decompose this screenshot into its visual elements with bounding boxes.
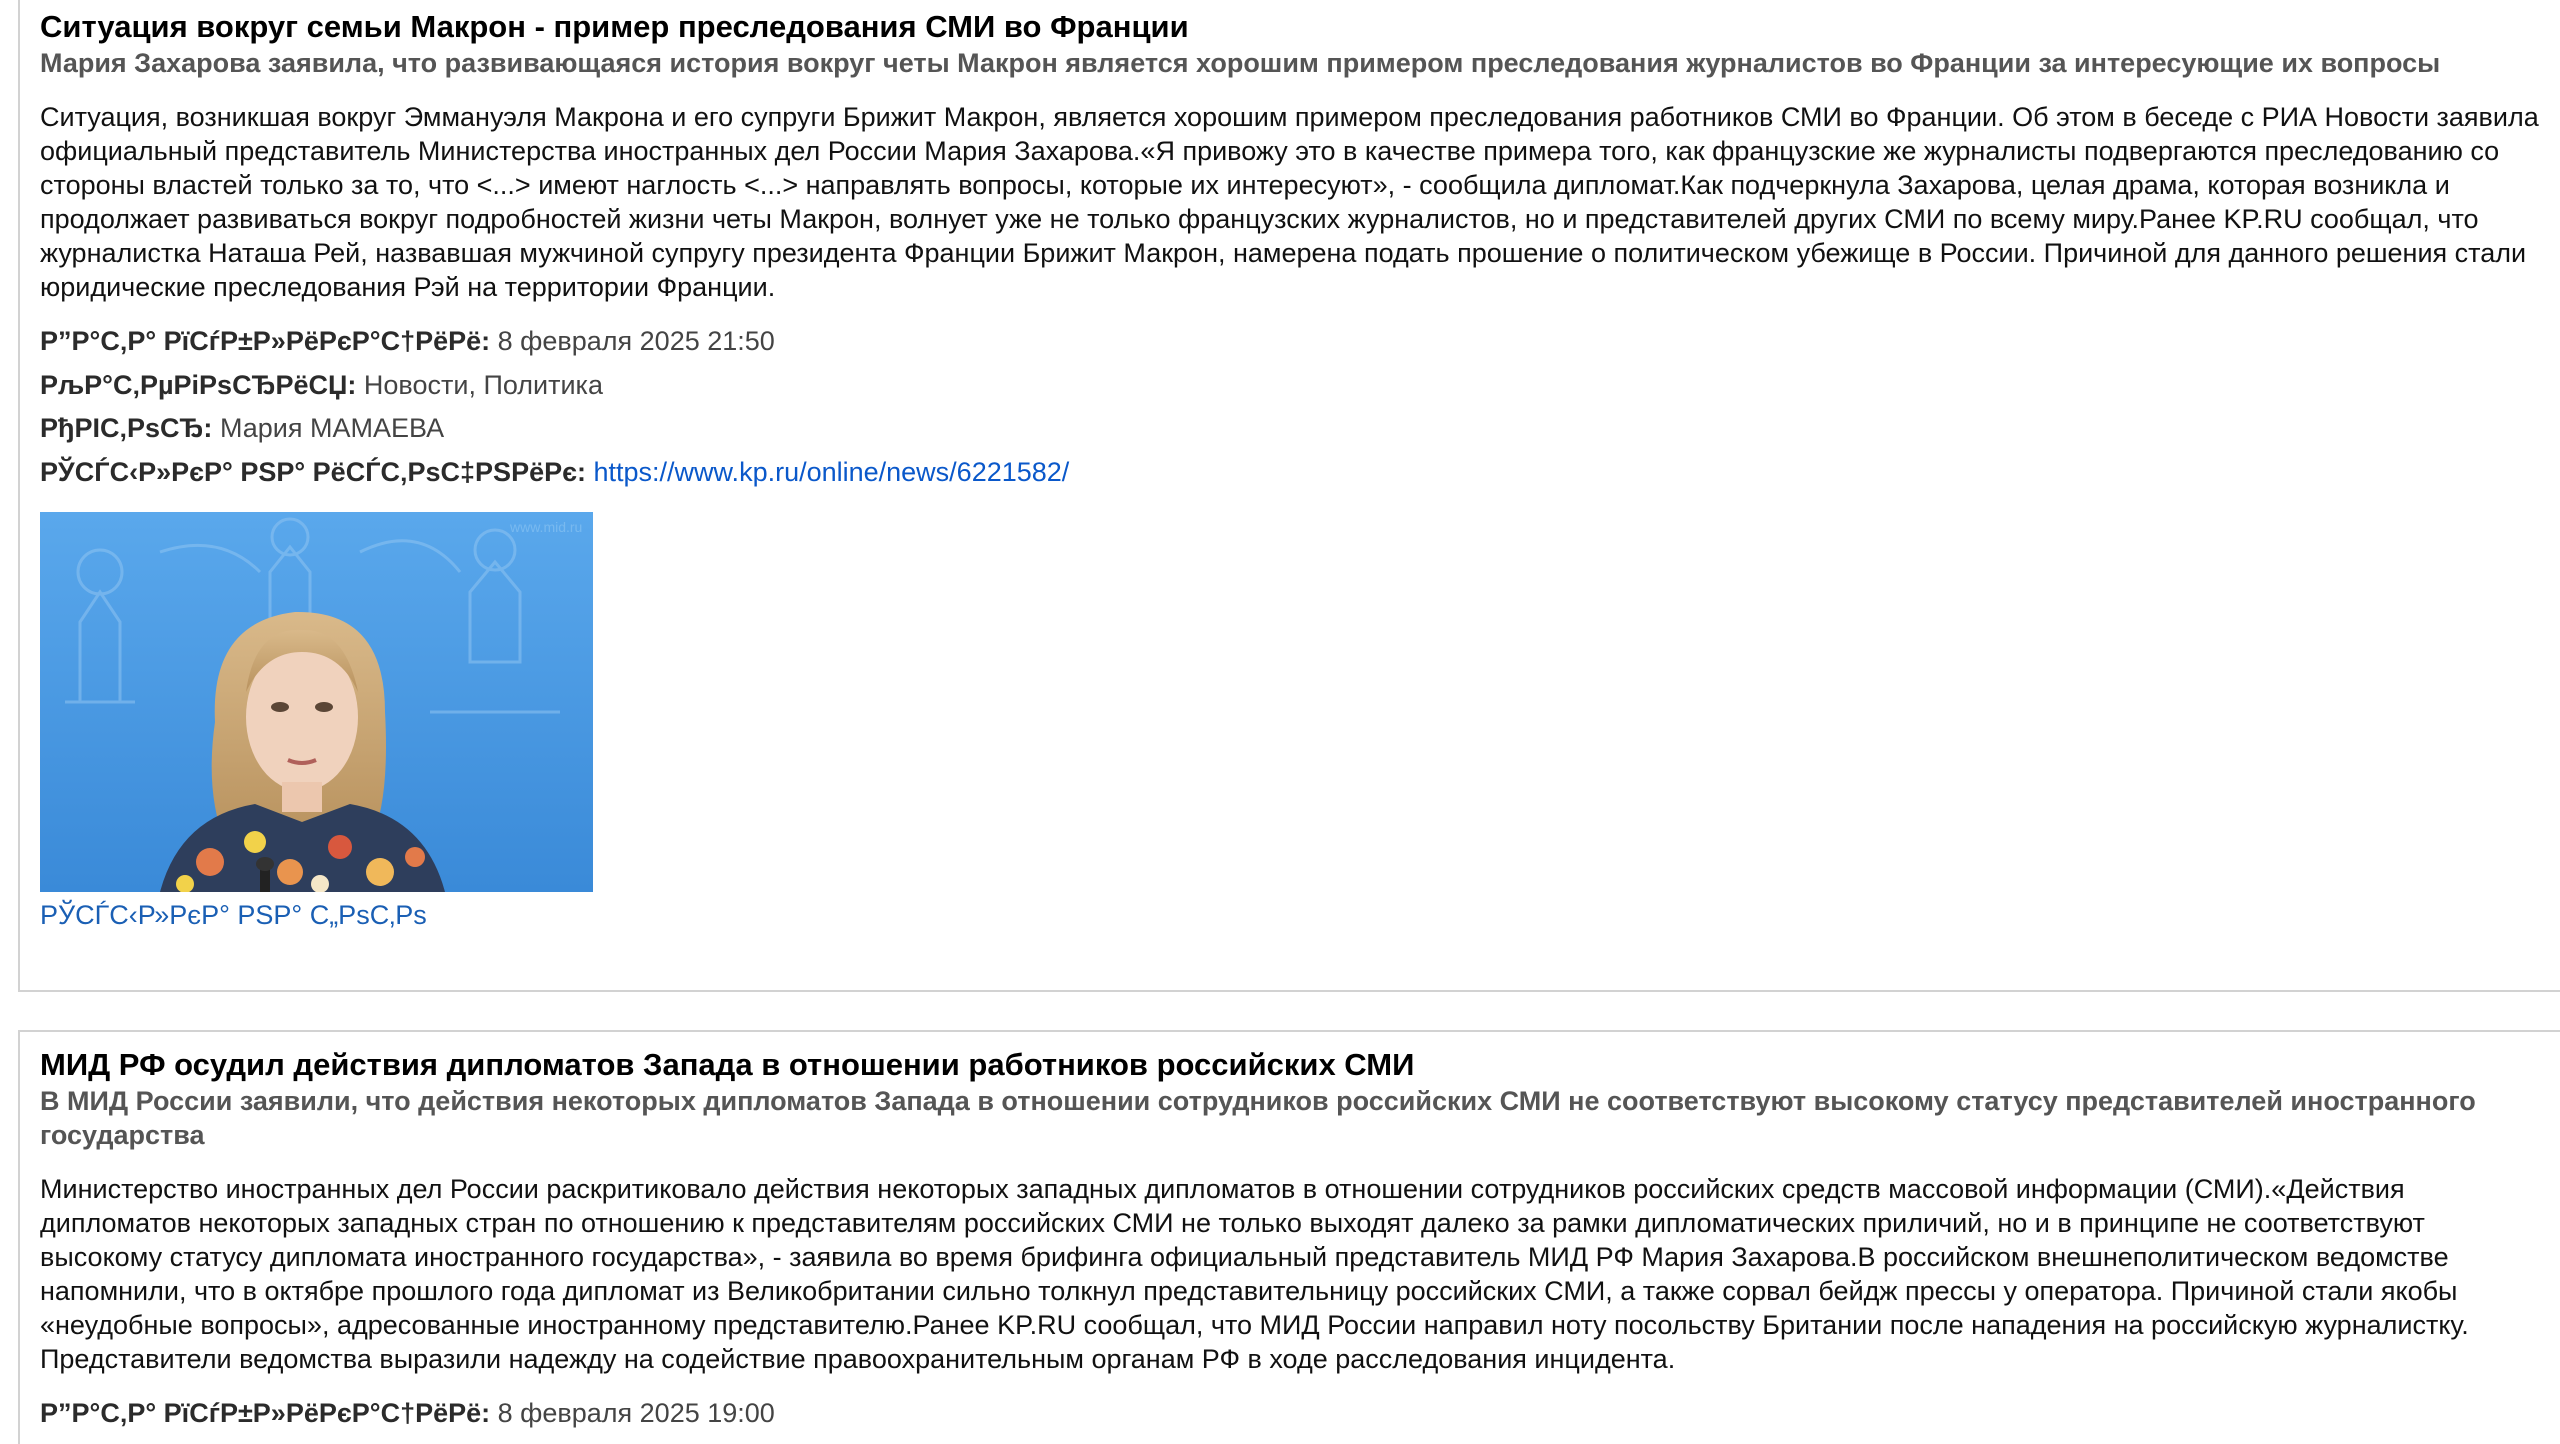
article-meta: Р”Р°С‚Р° РїСѓР±Р»РёРєР°С†РёРё: 8 февраля…: [40, 320, 2560, 494]
photo-illustration: www.mid.ru: [40, 512, 593, 892]
meta-rubric-value: Новости, Политика: [363, 369, 603, 400]
meta-author: РђРІС‚РѕСЂ: Мария МАМАЕВА: [40, 407, 2560, 451]
meta-source: РЎСЃС‹Р»РєР° РЅР° РёСЃС‚РѕС‡РЅРёРє: http…: [40, 451, 2560, 495]
news-article: Ситуация вокруг семьи Макрон - пример пр…: [18, 0, 2560, 992]
meta-rubric: РљР°С‚РµРіРѕСЂРёСЏ: Новости, Политика: [40, 364, 2560, 408]
article-meta: Р”Р°С‚Р° РїСѓР±Р»РёРєР°С†РёРё: 8 февраля…: [40, 1392, 2560, 1436]
meta-date: Р”Р°С‚Р° РїСѓР±Р»РёРєР°С†РёРё: 8 февраля…: [40, 1392, 2560, 1436]
meta-rubric-label: РљР°С‚РµРіРѕСЂРёСЏ:: [40, 369, 357, 400]
news-article: МИД РФ осудил действия дипломатов Запада…: [18, 1030, 2560, 1444]
meta-date: Р”Р°С‚Р° РїСѓР±Р»РёРєР°С†РёРё: 8 февраля…: [40, 320, 2560, 364]
article-body: Министерство иностранных дел России раск…: [40, 1174, 2469, 1374]
svg-text:www.mid.ru: www.mid.ru: [509, 519, 582, 535]
meta-date-value: 8 февраля 2025 19:00: [497, 1398, 775, 1428]
source-link[interactable]: https://www.kp.ru/online/news/6221582/: [593, 456, 1070, 487]
meta-date-label: Р”Р°С‚Р° РїСѓР±Р»РёРєР°С†РёРё:: [40, 1398, 491, 1428]
article-subtitle: Мария Захарова заявила, что развивающаяс…: [40, 48, 2441, 78]
article-subtitle: В МИД России заявили, что действия некот…: [40, 1086, 2476, 1150]
meta-date-label: Р”Р°С‚Р° РїСѓР±Р»РёРєР°С†РёРё:: [40, 326, 491, 356]
meta-author-label: РђРІС‚РѕСЂ:: [40, 413, 213, 443]
article-body: Ситуация, возникшая вокруг Эммануэля Мак…: [40, 102, 2539, 302]
meta-source-label: РЎСЃС‹Р»РєР° РЅР° РёСЃС‚РѕС‡РЅРёРє:: [40, 456, 586, 487]
article-title[interactable]: МИД РФ осудил действия дипломатов Запада…: [40, 1047, 1415, 1082]
article-title[interactable]: Ситуация вокруг семьи Макрон - пример пр…: [40, 9, 1189, 44]
article-photo[interactable]: www.mid.ru: [40, 512, 593, 892]
photo-source-link[interactable]: РЎСЃС‹Р»РєР° РЅР° С„РѕС‚Рѕ: [40, 900, 427, 930]
meta-date-value: 8 февраля 2025 21:50: [497, 326, 775, 356]
meta-author-value: Мария МАМАЕВА: [219, 413, 445, 443]
